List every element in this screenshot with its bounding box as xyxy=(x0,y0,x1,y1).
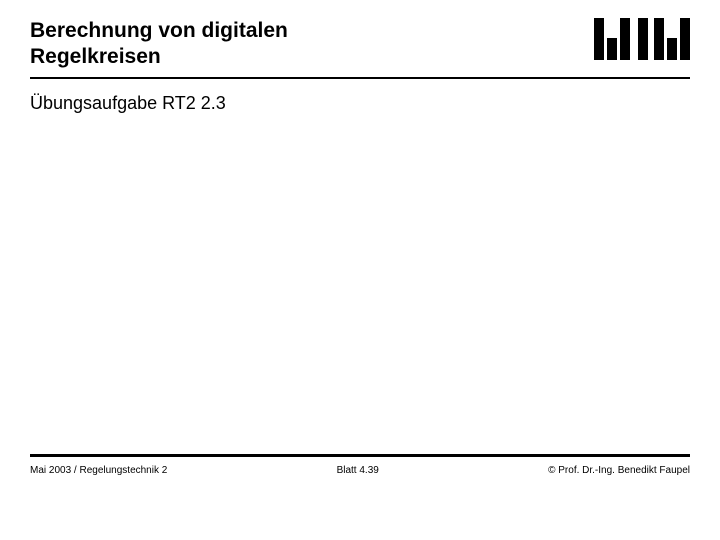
title-line-1: Berechnung von digitalen xyxy=(30,19,288,42)
htw-logo xyxy=(594,18,690,60)
slide-header: Berechnung von digitalen Regelkreisen xyxy=(0,0,720,77)
title-line-2: Regelkreisen xyxy=(30,45,161,68)
htw-logo-svg xyxy=(594,18,690,60)
exercise-label: Übungsaufgabe RT2 2.3 xyxy=(0,79,720,114)
footer-left: Mai 2003 / Regelungstechnik 2 xyxy=(30,465,167,476)
footer-right: © Prof. Dr.-Ing. Benedikt Faupel xyxy=(548,465,690,476)
slide-title: Berechnung von digitalen Regelkreisen xyxy=(30,18,288,71)
content-area xyxy=(0,114,720,454)
footer-center: Blatt 4.39 xyxy=(337,465,379,476)
slide-footer: Mai 2003 / Regelungstechnik 2 Blatt 4.39… xyxy=(0,457,720,476)
